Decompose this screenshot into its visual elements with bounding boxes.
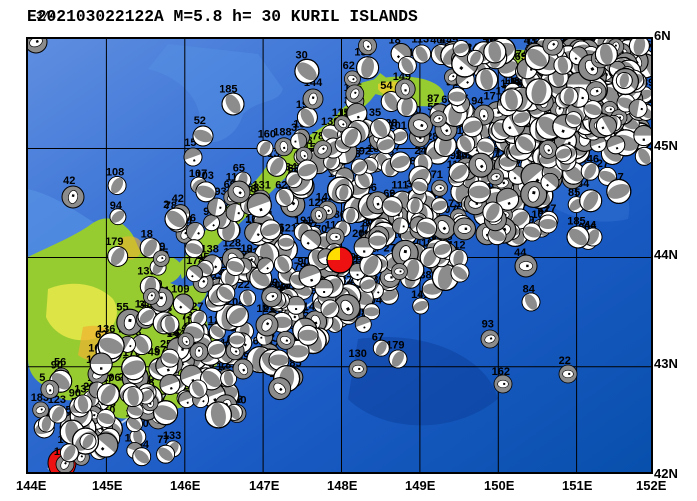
svg-text:52: 52 <box>194 115 206 127</box>
svg-text:109: 109 <box>171 284 189 296</box>
svg-text:62: 62 <box>343 60 355 72</box>
svg-text:113: 113 <box>411 39 429 46</box>
svg-text:2: 2 <box>163 199 169 211</box>
svg-text:179: 179 <box>105 236 123 248</box>
svg-text:35: 35 <box>369 107 381 119</box>
svg-text:54: 54 <box>380 80 393 92</box>
svg-text:42: 42 <box>63 175 75 187</box>
svg-text:130: 130 <box>349 348 367 360</box>
svg-text:160: 160 <box>258 129 276 141</box>
svg-text:71: 71 <box>431 169 443 181</box>
svg-text:93: 93 <box>482 319 494 331</box>
svg-text:17: 17 <box>484 90 496 102</box>
